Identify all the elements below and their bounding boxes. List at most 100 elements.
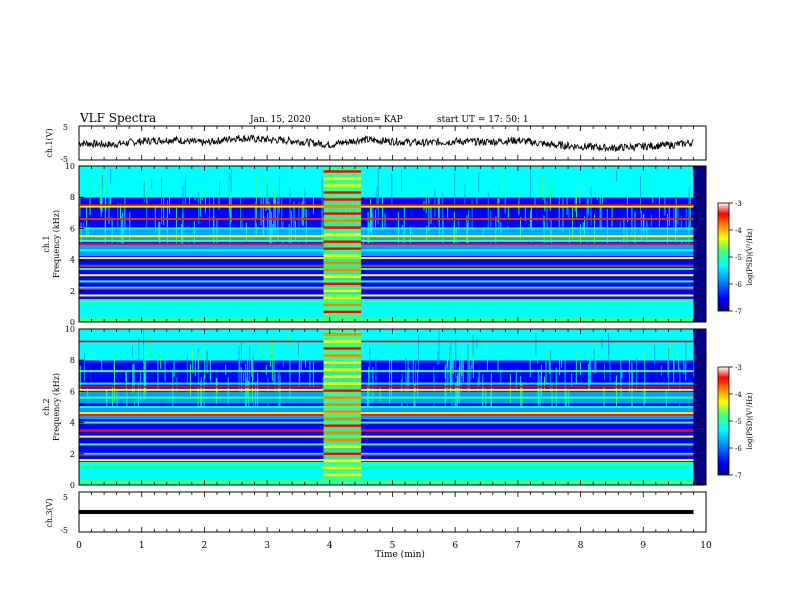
spectrogram-streak: [370, 199, 371, 232]
spectral-band: [79, 280, 694, 283]
spectral-band: [79, 249, 694, 252]
spectrogram-streak: [198, 191, 200, 225]
ch2-colorbar-gradient: [717, 366, 730, 476]
spectrogram-streak: [151, 179, 153, 189]
ch2-yticks: 0 2 4 6 8 10: [65, 325, 706, 490]
spectrogram-streak: [578, 177, 580, 190]
spectral-band: [79, 443, 694, 446]
ch2-colorbar-ticks: -3 -4 -5 -6 -7: [729, 364, 742, 480]
spectrogram-streak: [675, 198, 677, 233]
spectrogram-streak: [272, 223, 274, 236]
spectrogram-streak: [101, 175, 103, 196]
spectrogram-band-bg: [79, 271, 694, 276]
burst-line: [323, 289, 362, 292]
spectrogram-streak: [689, 191, 691, 228]
spectral-line-strong: [79, 265, 694, 267]
spectral-band: [79, 388, 694, 391]
spectrogram-streak: [545, 348, 547, 383]
spectrogram-streak: [312, 173, 314, 214]
spectrogram-streak: [646, 220, 648, 243]
spectral-band: [79, 396, 694, 399]
spectrogram-streak: [455, 339, 457, 379]
spectrogram-streak: [79, 365, 81, 393]
burst-line: [323, 431, 362, 434]
spectrogram-streak: [541, 364, 542, 396]
spectrogram-streak: [269, 342, 271, 367]
ch1-ytick-label: 8: [70, 193, 75, 202]
spectrogram-streak: [434, 189, 436, 217]
spectrogram-streak: [145, 358, 147, 396]
spectrogram-band-bg: [79, 275, 694, 280]
spectrogram-streak: [137, 381, 139, 408]
spectrogram-streak: [652, 178, 654, 204]
spectrogram-streak: [543, 222, 545, 245]
spectral-band: [79, 459, 694, 462]
spectrogram-streak: [99, 174, 101, 210]
spectrogram-streak: [249, 346, 251, 388]
spectrogram-streak: [478, 370, 480, 386]
spectrogram-band-bg: [79, 469, 694, 474]
spectrogram-streak: [593, 349, 595, 375]
burst-line: [323, 473, 362, 477]
ch1-waveform-plot: [78, 134, 694, 153]
time-tick-label: 3: [264, 541, 270, 551]
spectrogram-streak: [499, 347, 501, 357]
time-axis-label: Time (min): [375, 549, 425, 560]
spectrogram-streak: [114, 355, 115, 402]
spectrogram-streak: [274, 190, 276, 207]
burst-line: [323, 410, 362, 413]
ch3-ytick-top: 5: [63, 493, 68, 502]
spectrogram-streak: [484, 343, 486, 353]
spectrogram-streak: [181, 223, 183, 245]
spectrogram-streak: [189, 185, 190, 207]
spectrogram-streak: [379, 386, 381, 402]
time-tick-label: 5: [390, 541, 396, 551]
spectrogram-streak: [248, 380, 250, 408]
spectrogram-streak: [87, 388, 89, 398]
spectral-band: [79, 382, 694, 385]
spectrogram-streak: [521, 382, 523, 407]
spectrogram-streak: [129, 212, 131, 242]
time-tick-label: 7: [515, 541, 521, 551]
spectrogram-low-band: [79, 317, 694, 321]
ch2-cb-tick-label: -3: [735, 364, 742, 372]
spectrogram-streak: [437, 196, 439, 210]
spectrogram-streak: [568, 391, 570, 407]
spectrogram-streak: [265, 364, 267, 375]
spectrogram-streak: [175, 207, 177, 244]
spectrogram-streak: [169, 176, 170, 215]
spectrogram-band-bg: [79, 368, 694, 373]
spectrogram-streak: [415, 363, 417, 401]
spectrogram-streak: [108, 180, 110, 224]
burst-line: [323, 268, 362, 271]
spectrogram-band-bg: [79, 251, 694, 256]
spectrogram-streak: [295, 221, 296, 240]
ch3-ylabel: ch.3(V): [45, 498, 54, 527]
burst-line: [323, 296, 362, 300]
spectrogram-streak: [227, 377, 229, 405]
spectral-band: [79, 235, 694, 238]
spectrogram-streak: [101, 187, 103, 212]
spectrogram-streak: [238, 345, 240, 380]
spectrogram-streak: [580, 171, 581, 196]
spectrogram-streak: [413, 383, 415, 407]
spectrogram-streak: [150, 334, 152, 356]
spectrogram-band-bg: [79, 197, 694, 202]
spectral-band: [79, 421, 694, 424]
spectrogram-streak: [213, 185, 215, 231]
burst-line: [323, 438, 362, 441]
spectrogram-streak: [620, 353, 622, 399]
spectrogram-band-bg: [79, 364, 694, 369]
burst-line: [323, 282, 362, 285]
burst-line: [323, 354, 362, 357]
spectrogram-streak: [273, 200, 275, 230]
spectrogram-streak: [601, 166, 603, 206]
spectral-band: [79, 465, 694, 468]
spectrogram-streak: [144, 373, 146, 391]
spectrogram-streak: [453, 390, 455, 407]
spectrogram-streak: [405, 357, 407, 395]
spectral-line-strong: [79, 414, 694, 416]
spectrogram-streak: [535, 332, 537, 356]
spectrogram-streak: [571, 372, 573, 388]
spectrogram-streak: [558, 188, 560, 230]
